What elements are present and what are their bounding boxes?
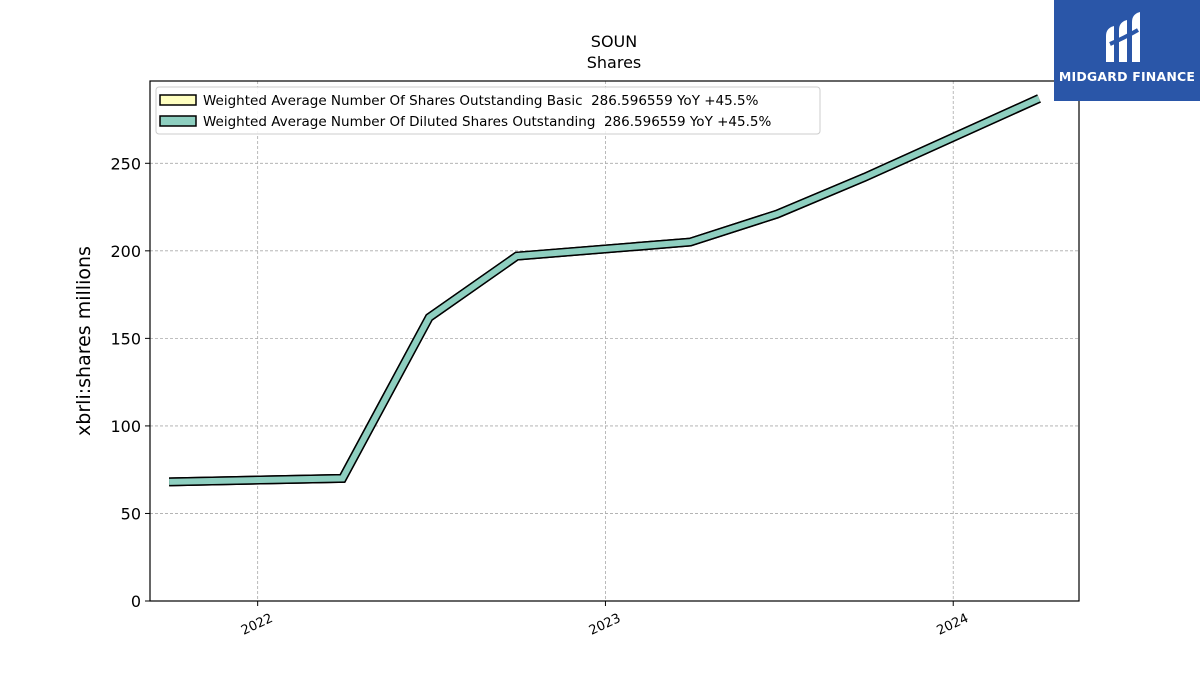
y-tick-label: 200: [110, 242, 141, 261]
midgard-logo-icon: [1106, 12, 1140, 62]
series-line-1: [169, 95, 1041, 485]
legend-box: [155, 86, 821, 135]
y-axis-label: xbrli:shares millions: [73, 246, 95, 436]
legend-swatch-basic: [159, 94, 197, 106]
y-tick-label: 0: [131, 592, 141, 611]
brand-name: MIDGARD FINANCE: [1058, 69, 1196, 84]
y-tick-label: 50: [121, 504, 141, 523]
x-tick-label: 2022: [239, 611, 275, 639]
chart-subtitle: Shares: [587, 53, 642, 72]
legend-swatch-diluted: [159, 115, 197, 127]
y-tick-label: 150: [110, 329, 141, 348]
x-tick-label: 2023: [587, 611, 623, 639]
brand-logo: MIDGARD FINANCE: [1054, 0, 1200, 101]
plot-frame: [149, 80, 1080, 602]
chart-title: SOUN: [591, 32, 637, 51]
grid: [150, 81, 1079, 601]
legend-label-diluted: Weighted Average Number Of Diluted Share…: [203, 114, 771, 130]
x-tick-label: 2024: [935, 611, 971, 639]
series-lines: [169, 94, 1041, 487]
legend: Weighted Average Number Of Shares Outsta…: [155, 86, 821, 135]
y-tick-label: 100: [110, 417, 141, 436]
legend-label-basic: Weighted Average Number Of Shares Outsta…: [203, 93, 759, 109]
y-tick-label: 250: [110, 154, 141, 173]
axis-ticks: 0 50 100 150 200 250 2022 2023 2024: [110, 154, 970, 638]
